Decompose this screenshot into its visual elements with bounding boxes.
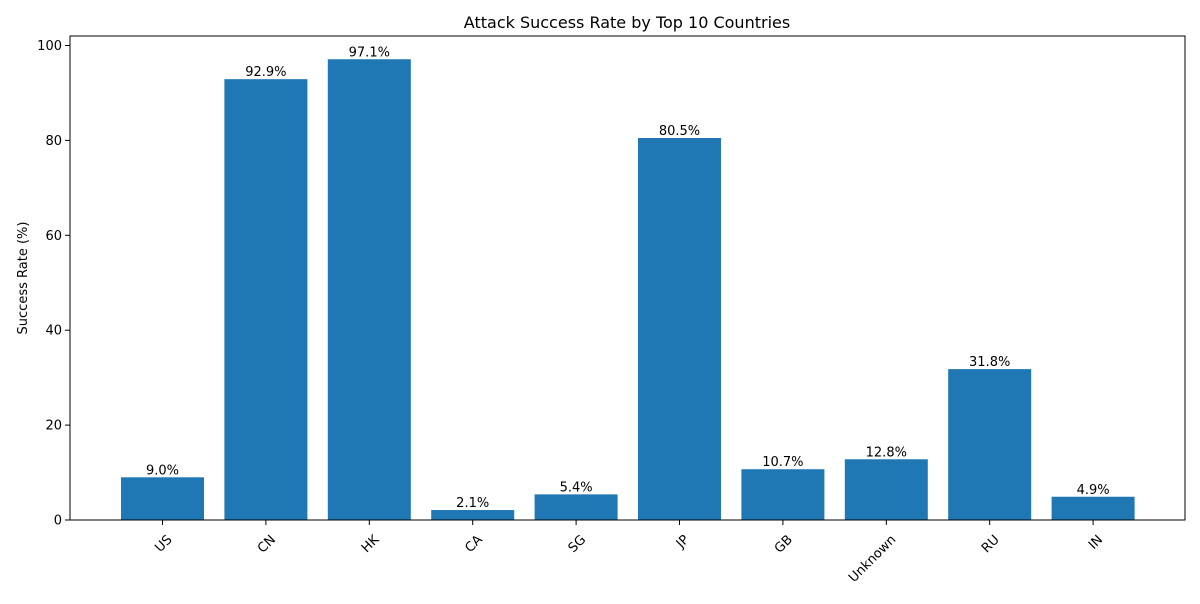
- x-tick-label: IN: [1086, 532, 1106, 552]
- x-tick-label: SG: [566, 532, 590, 556]
- x-axis-ticks: US CN HK CA SG JP GB Unknown RU IN: [152, 520, 1106, 586]
- bar-value-label: 80.5%: [659, 124, 700, 139]
- x-tick-label: CA: [462, 532, 485, 555]
- y-tick-label: 20: [45, 419, 62, 434]
- y-tick-label: 100: [37, 39, 62, 54]
- y-tick-label: 0: [54, 514, 62, 529]
- bar-us: [121, 477, 204, 520]
- x-tick-label: Unknown: [846, 532, 899, 585]
- bar-value-label: 10.7%: [762, 455, 803, 470]
- x-tick-label: JP: [673, 532, 693, 552]
- bar-sg: [534, 494, 618, 520]
- bar-value-label: 92.9%: [245, 65, 286, 80]
- bar-jp: [638, 138, 721, 520]
- bar-labels-layer: 9.0% 92.9% 97.1% 2.1% 5.4% 80.5% 10.7% 12.8% 31.…: [146, 45, 1110, 511]
- y-axis-label: Success Rate (%): [16, 222, 31, 335]
- bar-value-label: 31.8%: [969, 355, 1010, 370]
- y-tick-label: 60: [45, 229, 62, 244]
- chart-title: Attack Success Rate by Top 10 Countries: [464, 13, 790, 32]
- bar-cn: [224, 79, 308, 521]
- bar-value-label: 4.9%: [1077, 483, 1110, 498]
- y-axis-ticks: 0 20 40 60 80 100: [37, 39, 70, 529]
- bar-value-label: 12.8%: [866, 445, 907, 460]
- x-tick-label: GB: [772, 532, 796, 556]
- bar-value-label: 9.0%: [146, 463, 179, 478]
- bar-value-label: 97.1%: [349, 45, 390, 60]
- plot-frame: [69, 35, 1186, 521]
- bars-layer: [121, 59, 1135, 521]
- bar-ru: [948, 369, 1032, 520]
- bar-value-label: 2.1%: [456, 496, 489, 511]
- bar-ca: [431, 510, 515, 520]
- bar-in: [1051, 496, 1135, 520]
- x-tick-label: CN: [255, 532, 279, 556]
- x-tick-label: RU: [979, 532, 1003, 556]
- bar-unknown: [844, 459, 928, 520]
- x-tick-label: US: [152, 532, 175, 555]
- y-tick-label: 80: [45, 134, 62, 149]
- x-tick-label: HK: [359, 532, 383, 556]
- bar-gb: [741, 469, 825, 520]
- y-tick-label: 40: [45, 324, 62, 339]
- bar-value-label: 5.4%: [560, 480, 593, 495]
- bar-hk: [327, 59, 411, 520]
